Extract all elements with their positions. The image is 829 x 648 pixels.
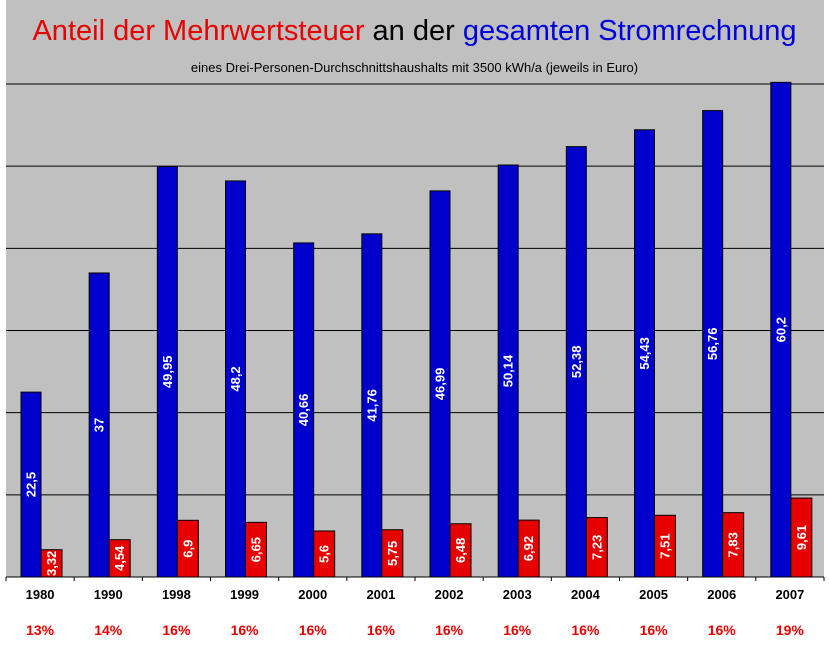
vat-rate-labels: 13% 14% 16% 16% 16% 16% 16% 16% 16% 16% 16% 19%: [0, 622, 829, 642]
title-part-vat: Anteil der Mehrwertsteuer: [32, 15, 365, 47]
vat-rate-label: 13%: [26, 622, 55, 638]
vat-rate-label: 16%: [366, 622, 395, 638]
gridlines: [6, 83, 824, 496]
year-label: 2006: [707, 587, 737, 602]
vat-rate-label: 19%: [775, 622, 804, 638]
year-label: 2004: [570, 587, 600, 602]
vat-value-label: 6,48: [453, 538, 468, 563]
total-value-label: 48,2: [228, 366, 243, 391]
vat-rate-label: 16%: [162, 622, 191, 638]
year-label: 2002: [434, 587, 464, 602]
vat-rate-label: 16%: [707, 622, 736, 638]
vat-value-label: 7,83: [726, 532, 741, 557]
total-value-label: 46,99: [433, 368, 448, 401]
x-axis-year-labels: 1980 1990 1998 1999 2000 2001 2002 2003 2004 2005…: [0, 587, 829, 607]
year-label: 2003: [502, 587, 532, 602]
year-label: 1999: [230, 587, 260, 602]
total-value-label: 56,76: [705, 328, 720, 361]
vat-rate-label: 16%: [298, 622, 327, 638]
x-axis-ticks: [5, 577, 825, 581]
data-labels: 22,5 3,32 37 4,54 49,95 6,9 48,2 6,65 40,66 5,6 41…: [24, 317, 809, 576]
year-label: 2007: [775, 587, 805, 602]
vat-value-label: 7,23: [589, 535, 604, 560]
total-value-label: 40,66: [296, 394, 311, 427]
vat-value-label: 5,75: [385, 541, 400, 566]
vat-rate-label: 14%: [94, 622, 123, 638]
title-part-connector: an der: [364, 15, 463, 47]
vat-rate-label: 16%: [503, 622, 532, 638]
vat-rate-label: 16%: [639, 622, 668, 638]
vat-rate-label: 16%: [230, 622, 259, 638]
year-label: 1980: [25, 587, 55, 602]
vat-value-label: 9,61: [794, 525, 809, 550]
vat-rate-label: 16%: [435, 622, 464, 638]
vat-value-label: 5,6: [317, 545, 332, 563]
vat-value-label: 6,9: [180, 540, 195, 558]
year-label: 2001: [366, 587, 396, 602]
vat-value-label: 6,65: [249, 537, 264, 562]
vat-value-label: 4,54: [112, 545, 127, 571]
total-value-label: 41,76: [364, 389, 379, 422]
chart-subtitle: eines Drei-Personen-Durchschnittshaushal…: [190, 60, 639, 75]
total-value-label: 52,38: [569, 346, 584, 379]
vat-rate-label: 16%: [571, 622, 600, 638]
total-value-label: 60,2: [773, 317, 788, 342]
total-value-label: 54,43: [637, 337, 652, 370]
chart-title: Anteil der Mehrwertsteuer an der gesamte…: [0, 14, 829, 48]
year-label: 1998: [161, 587, 191, 602]
total-value-label: 22,5: [24, 472, 39, 497]
bars: [20, 81, 813, 578]
title-part-bill: gesamten Stromrechnung: [462, 15, 797, 47]
year-label: 2005: [639, 587, 669, 602]
total-value-label: 50,14: [501, 354, 516, 387]
total-value-label: 49,95: [160, 356, 175, 389]
year-label: 1990: [93, 587, 123, 602]
plot-area: [6, 0, 824, 577]
vat-value-label: 3,32: [44, 551, 59, 576]
year-label: 2000: [298, 587, 328, 602]
total-value-label: 37: [92, 418, 107, 432]
vat-value-label: 7,51: [658, 533, 673, 558]
vat-value-label: 6,92: [521, 536, 536, 561]
